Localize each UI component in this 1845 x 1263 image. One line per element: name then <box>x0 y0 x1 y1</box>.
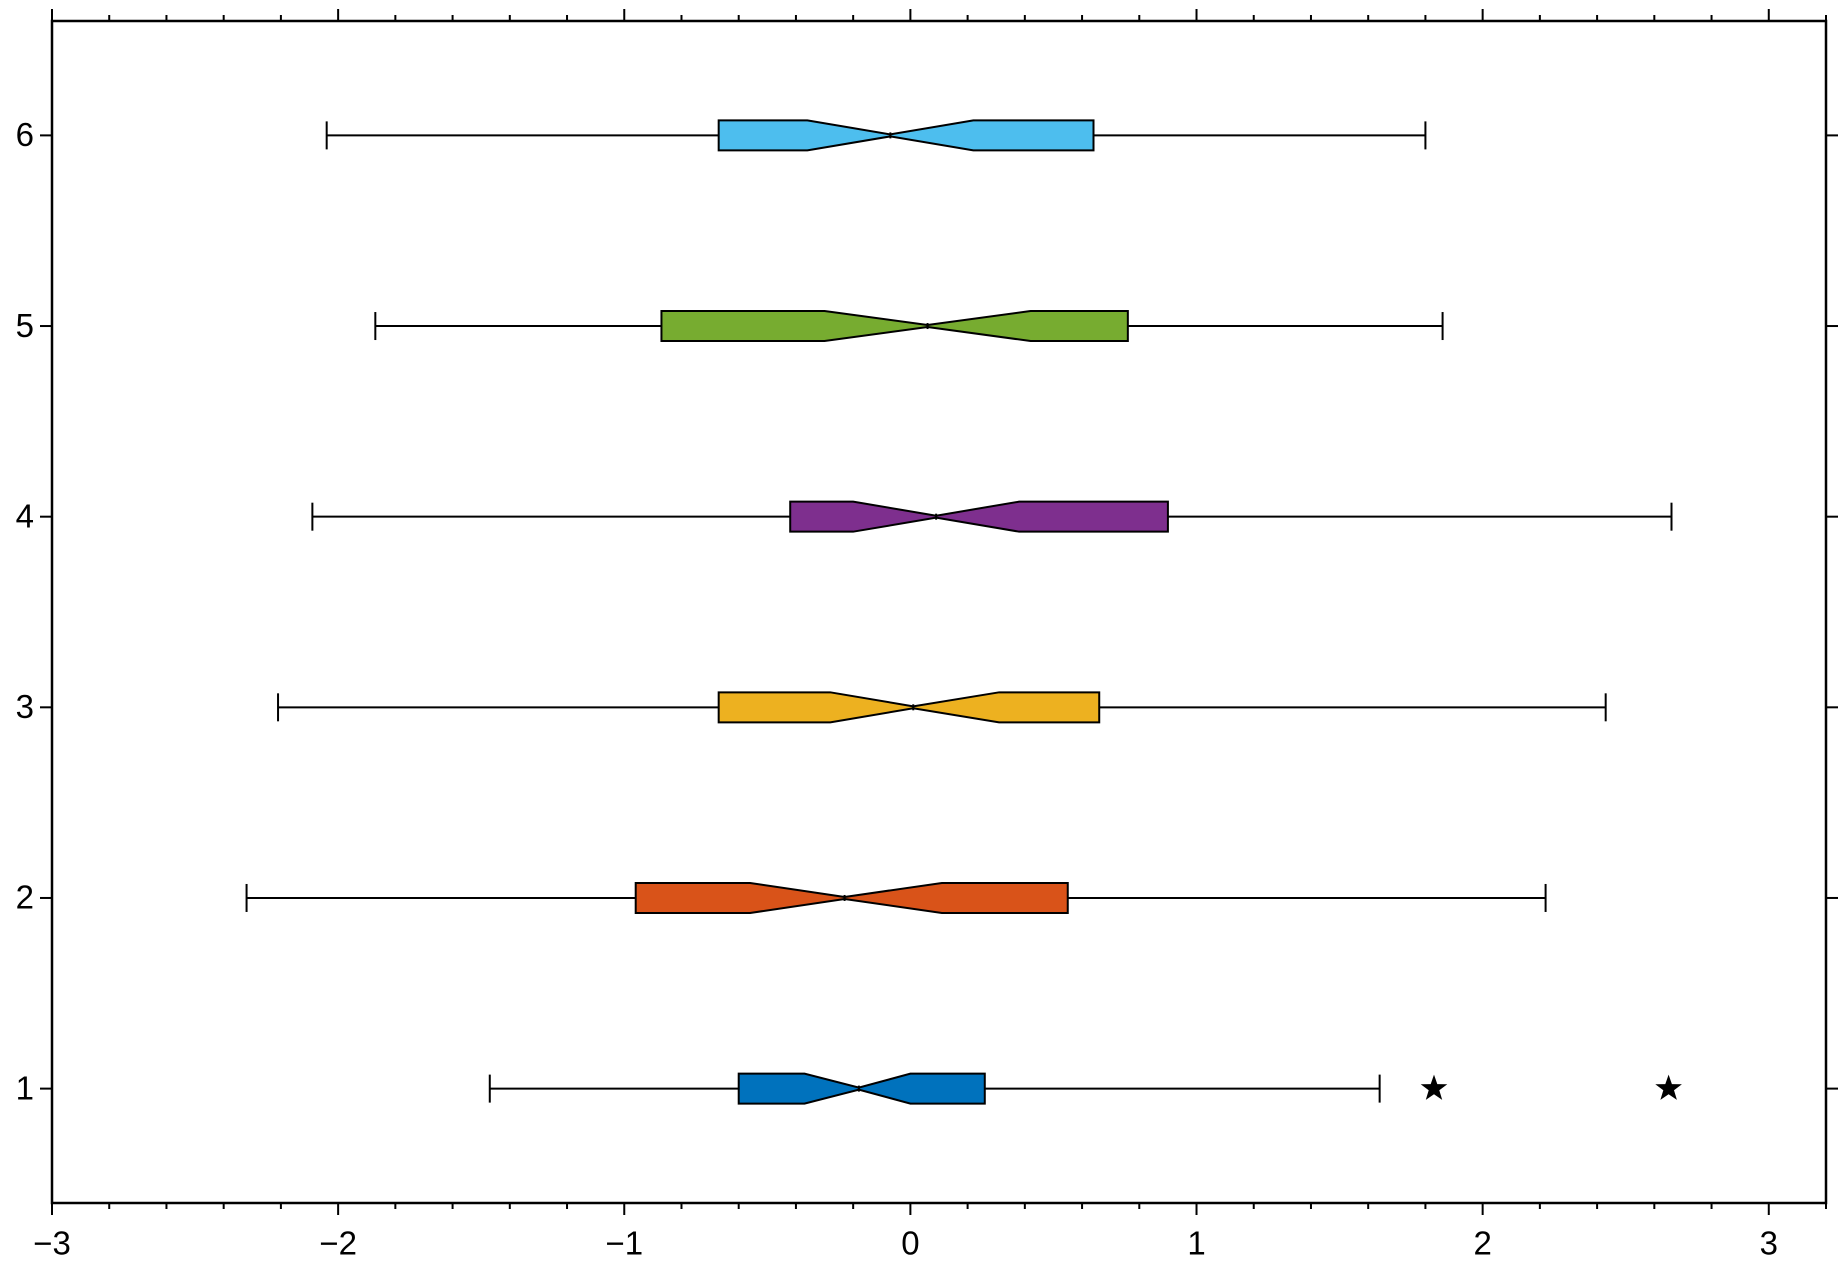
y-tick-label: 3 <box>16 688 34 725</box>
outlier <box>1655 1074 1682 1100</box>
x-tick-label: 0 <box>901 1225 919 1262</box>
box <box>634 881 1069 914</box>
box <box>789 500 1169 533</box>
x-tick-label: −3 <box>33 1225 71 1262</box>
outlier <box>1420 1074 1448 1100</box>
y-tick-label: 2 <box>16 879 34 916</box>
y-tick-label: 6 <box>16 116 34 153</box>
y-tick-label: 5 <box>16 307 34 344</box>
box <box>737 1072 986 1105</box>
y-tick-label: 1 <box>16 1069 34 1106</box>
x-tick-label: −1 <box>605 1225 643 1262</box>
x-tick-label: −2 <box>319 1225 357 1262</box>
x-tick-label: 3 <box>1760 1225 1778 1262</box>
y-tick-label: 4 <box>16 497 34 534</box>
box <box>717 691 1101 724</box>
x-tick-label: 1 <box>1187 1225 1205 1262</box>
box <box>717 119 1095 152</box>
plot-frame <box>50 19 1828 1205</box>
x-tick-label: 2 <box>1473 1225 1491 1262</box>
box <box>660 310 1129 343</box>
